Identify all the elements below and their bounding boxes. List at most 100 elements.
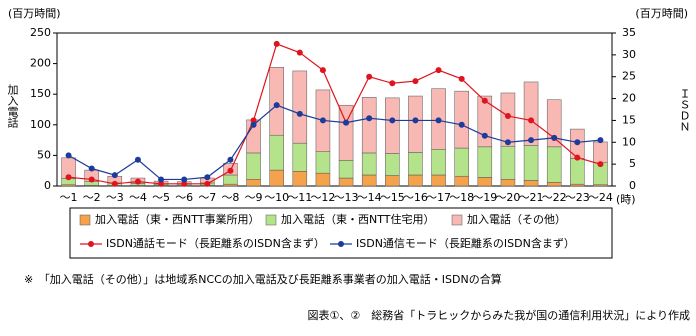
x-tick-label: ～2 bbox=[83, 191, 101, 204]
line-point bbox=[412, 78, 419, 85]
line-point bbox=[389, 80, 396, 87]
bar-segment bbox=[454, 90, 469, 149]
line-point bbox=[296, 49, 303, 56]
line-point bbox=[551, 134, 558, 141]
x-tick-label: ～21 bbox=[519, 191, 544, 204]
bar-segment bbox=[477, 177, 493, 187]
bar-segment bbox=[477, 146, 493, 178]
bar-segment bbox=[454, 147, 469, 177]
x-tick-label: ～24 bbox=[588, 191, 613, 204]
line-point bbox=[597, 137, 604, 144]
y2-tick-label: 10 bbox=[622, 135, 636, 148]
line-point bbox=[412, 117, 419, 124]
plot-area bbox=[56, 32, 613, 187]
bar-segment bbox=[385, 175, 400, 187]
line-point bbox=[458, 121, 465, 128]
bar-segment bbox=[570, 158, 585, 185]
y2-tick-label: 35 bbox=[622, 26, 636, 39]
x-tick-label: ～7 bbox=[198, 191, 216, 204]
legend-label: 加入電話（東・西NTT住宅用） bbox=[281, 212, 434, 226]
bar-segment bbox=[269, 67, 284, 136]
x-tick-label: ～9 bbox=[245, 191, 263, 204]
bar-segment bbox=[269, 169, 284, 187]
y-title: 加入電話 bbox=[6, 84, 19, 129]
x-tick-label: ～15 bbox=[380, 191, 405, 204]
line-point bbox=[227, 167, 234, 174]
line-point bbox=[597, 161, 604, 168]
legend-label: ISDN通信モード（長距離系のISDN含まず） bbox=[356, 236, 575, 250]
line-point bbox=[250, 121, 257, 128]
legend-marker bbox=[88, 241, 94, 247]
line-point bbox=[389, 117, 396, 124]
legend-marker bbox=[338, 241, 344, 247]
x-tick-label: ～20 bbox=[495, 191, 520, 204]
line-point bbox=[273, 102, 280, 109]
legend-swatch bbox=[265, 214, 277, 226]
x-tick-label: ～10 bbox=[264, 191, 289, 204]
line-point bbox=[319, 67, 326, 74]
bar-segment bbox=[546, 146, 562, 183]
line-point bbox=[250, 117, 257, 124]
bar-segment bbox=[523, 145, 539, 181]
bar-segment bbox=[408, 95, 423, 153]
x-tick-label: ～12 bbox=[310, 191, 335, 204]
x-tick-label: ～3 bbox=[106, 191, 124, 204]
line-point bbox=[366, 73, 373, 80]
line-point bbox=[296, 110, 303, 117]
x-tick-label: ～5 bbox=[152, 191, 170, 204]
bar-segment bbox=[593, 141, 608, 163]
line-point bbox=[574, 139, 581, 146]
legend-swatch bbox=[79, 214, 91, 226]
line-point bbox=[88, 165, 95, 172]
bar-segment bbox=[500, 92, 516, 147]
legend-box bbox=[69, 207, 613, 259]
x-tick-label: ～16 bbox=[403, 191, 428, 204]
bar-segment bbox=[292, 70, 308, 144]
line-point bbox=[435, 67, 442, 74]
bar-segment bbox=[223, 174, 238, 185]
bar-segment bbox=[431, 174, 446, 187]
legend-swatch bbox=[451, 214, 463, 226]
line-point bbox=[88, 176, 95, 183]
bar-segment bbox=[246, 179, 261, 187]
bar-segment bbox=[269, 134, 284, 171]
bar-segment bbox=[361, 97, 377, 154]
line-point bbox=[343, 119, 350, 126]
x-tick-label: ～4 bbox=[129, 191, 147, 204]
line bbox=[68, 104, 601, 181]
y-tick-label: 200 bbox=[30, 57, 51, 70]
line-point bbox=[181, 180, 188, 187]
y2-tick-label: 30 bbox=[622, 48, 636, 61]
line-point bbox=[158, 180, 165, 187]
bar-segment bbox=[361, 174, 377, 187]
legend-label: ISDN通話モード（長距離系のISDN含まず） bbox=[106, 236, 325, 250]
x-tick-label: ～8 bbox=[221, 191, 239, 204]
line-point bbox=[366, 115, 373, 122]
line-point bbox=[204, 180, 211, 187]
bar-segment bbox=[431, 149, 446, 176]
bar-segment bbox=[570, 183, 585, 187]
x-tick-label: ～22 bbox=[542, 191, 567, 204]
y2-tick-label: 25 bbox=[622, 70, 636, 83]
line-point bbox=[134, 156, 141, 163]
legend-label: 加入電話（その他） bbox=[467, 212, 566, 226]
line-point bbox=[65, 174, 72, 181]
line-point bbox=[319, 117, 326, 124]
y2-unit: (百万時間) bbox=[635, 7, 688, 20]
bar-segment bbox=[523, 81, 539, 146]
line-point bbox=[111, 172, 118, 179]
source: 図表①、② 総務省「トラヒックからみた我が国の通信利用状況」により作成 bbox=[307, 308, 690, 322]
line-point bbox=[158, 176, 165, 183]
bar-segment bbox=[338, 160, 354, 179]
line-point bbox=[273, 40, 280, 47]
line-point bbox=[504, 113, 511, 120]
bar-segment bbox=[385, 153, 400, 176]
y2-tick-label: 20 bbox=[622, 92, 636, 105]
x-unit: (時) bbox=[616, 193, 636, 206]
line bbox=[68, 43, 601, 185]
legend-label: 加入電話（東・西NTT事業所用） bbox=[95, 212, 259, 226]
bar-segment bbox=[338, 104, 354, 161]
bar-segment bbox=[500, 179, 516, 187]
x-tick-label: ～13 bbox=[334, 191, 359, 204]
